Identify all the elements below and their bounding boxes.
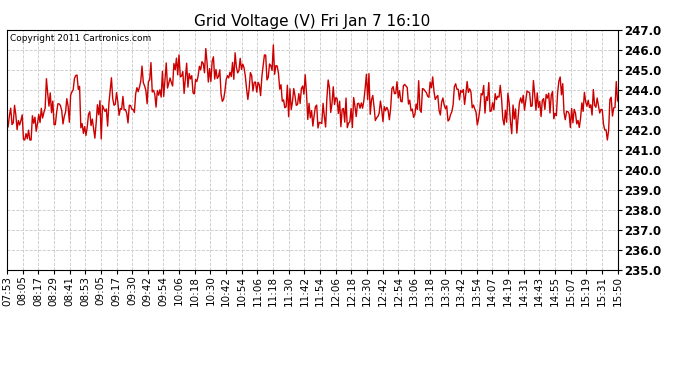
Title: Grid Voltage (V) Fri Jan 7 16:10: Grid Voltage (V) Fri Jan 7 16:10 [194, 14, 431, 29]
Text: Copyright 2011 Cartronics.com: Copyright 2011 Cartronics.com [10, 34, 151, 43]
